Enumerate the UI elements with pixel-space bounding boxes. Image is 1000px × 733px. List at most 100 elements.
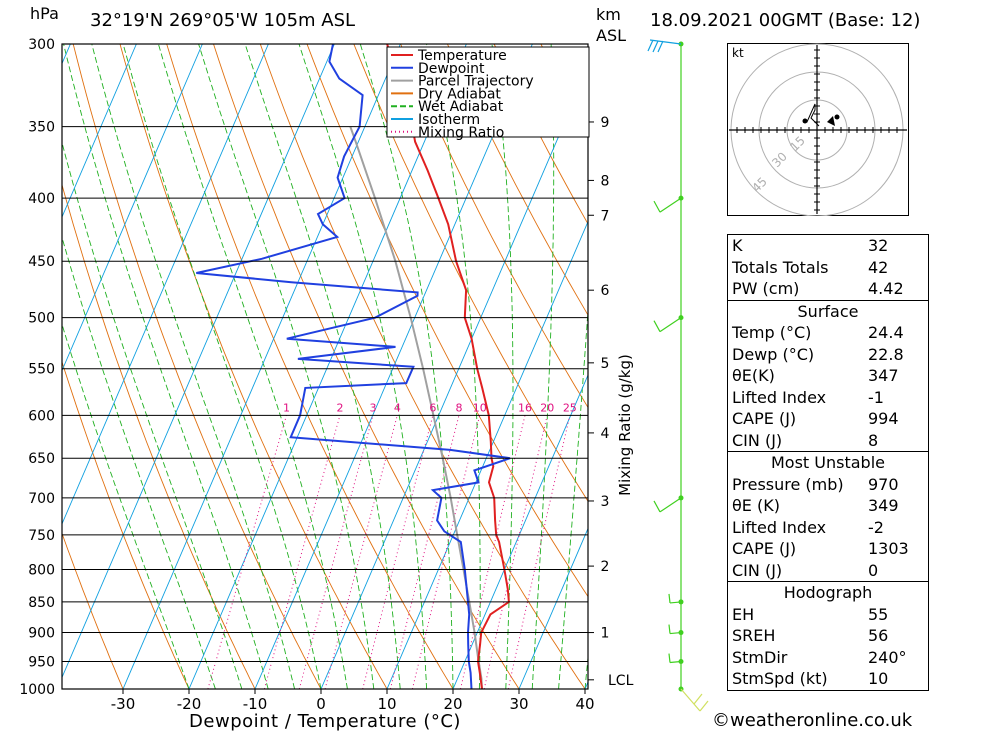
isotherm-line [0,44,4,689]
indices-row-label: Temp (°C) [732,323,812,342]
dry-adiabat-line [635,44,721,689]
wet-adiabat-line [198,44,375,689]
indices-row-label: θE (K) [732,496,780,515]
wind-barb-shaft [668,653,682,664]
dry-adiabat-line [681,44,720,689]
wet-adiabat-line [244,44,401,689]
indices-row: CAPE (J) 994 [728,408,928,430]
mixing-ratio-label: 16 [518,401,532,414]
indices-row: Dewp (°C) 22.8 [728,344,928,366]
indices-row-value: 349 [868,496,899,515]
indices-row: θE (K) 349 [728,495,928,517]
pressure-tick-label: 500 [28,311,55,327]
wet-adiabat-line [63,44,269,689]
indices-group: Most Unstable Pressure (mb) 970 θE (K) 349 Li… [728,451,928,581]
mixing-ratio-axis-label: Mixing Ratio (g/kg) [616,354,634,496]
wet-adiabat-line [157,44,348,689]
wind-barb [653,495,684,513]
height-unit-km: km [596,5,621,24]
indices-row-value: 1303 [868,539,909,558]
indices-row-value: 22.8 [868,344,904,364]
location-label: 32°19'N 269°05'W 105m ASL [90,10,356,31]
isotherm-line [651,44,720,689]
dry-adiabat-line [493,44,588,225]
indices-row-label: SREH [732,626,776,645]
isotherm-line [62,44,137,219]
indices-row-value: 970 [868,474,899,494]
wet-adiabat-line [359,44,454,689]
indices-row-label: Lifted Index [732,387,827,407]
isotherm-line [62,44,269,526]
indices-row-label: CAPE (J) [732,539,797,558]
indices-row: StmDir 240° [728,647,928,669]
wet-adiabat-line [91,44,296,689]
indices-row: SREH 56 [728,625,928,647]
indices-group-title: Hodograph [783,583,873,602]
indices-row-label: K [732,236,743,255]
indices-row: K 32 [728,235,928,257]
indices-row-label: θE(K) [732,366,775,385]
pressure-tick-label: 750 [28,528,55,544]
indices-row-value: -1 [868,387,884,407]
x-tick-label: -30 [111,695,136,713]
mixing-ratio-line [362,415,434,689]
wind-barb [653,315,684,333]
isotherm-line [254,44,533,689]
pressure-tick-label: 400 [28,191,55,207]
indices-row-value: 4.42 [868,279,904,298]
wind-barb-shaft [653,197,682,213]
x-tick-label: -20 [177,695,202,713]
indices-row-value: -2 [868,517,884,537]
x-tick-label: 20 [443,695,462,713]
legend-item-label: Parcel Trajectory [418,74,534,90]
indices-row: Lifted Index -2 [728,517,928,539]
isotherm-line [62,44,335,679]
indices-row-label: Dewp (°C) [732,344,815,364]
indices-row: CAPE (J) 1303 [728,538,928,560]
indices-row-value: 0 [868,560,879,580]
indices-row: CIN (J) 8 [728,430,928,452]
hodograph-unit-label: kt [732,46,744,60]
wet-adiabat-line [62,141,243,689]
indices-row-label: Pressure (mb) [732,474,844,494]
mixing-ratio-label: 2 [336,401,343,414]
pressure-tick-label: 850 [28,595,55,611]
dry-adiabat-line [446,44,588,317]
pressure-tick-label: 650 [28,451,55,467]
pressure-tick-label: 700 [28,491,55,507]
lcl-label: LCL [608,673,634,689]
indices-row-value: 10 [868,669,889,688]
mixing-ratio-line [207,415,287,689]
x-tick-label: 40 [575,695,594,713]
x-tick-label: 0 [316,695,326,713]
mixing-ratio-label: 8 [455,401,462,414]
indices-row-label: PW (cm) [732,279,800,298]
legend-item-label: Dry Adiabat [418,86,501,102]
indices-group: Surface Temp (°C) 24.4 Dewp (°C) 22.8 θE(K) 34… [728,299,928,452]
indices-row-value: 240° [868,647,907,667]
wet-adiabat-line [558,304,588,689]
legend-item-label: Temperature [417,48,507,64]
pressure-tick-label: 950 [28,655,55,671]
indices-row-label: StmSpd (kt) [732,669,828,688]
pressure-unit-label: hPa [30,4,59,23]
indices-row: EH 55 [728,604,928,626]
height-tick-label: 5 [601,356,610,372]
legend-item-label: Mixing Ratio [418,125,504,141]
mixing-ratio-line [324,415,398,689]
wind-barb-shaft [647,39,682,53]
hodograph-point [802,118,808,124]
height-tick-label: 1 [601,626,610,642]
wet-adiabat-line [298,44,428,689]
legend-item-label: Isotherm [418,112,480,128]
wind-barb [668,653,684,665]
indices-row-label: StmDir [732,647,788,667]
mixing-ratio-label: 10 [473,401,487,414]
mixing-ratio-label: 4 [394,401,401,414]
mixing-ratio-line [263,415,341,689]
wind-barb-shaft [653,317,682,333]
indices-row-value: 55 [868,604,889,624]
indices-row: Totals Totals 42 [728,257,928,279]
x-tick-label: -10 [243,695,268,713]
